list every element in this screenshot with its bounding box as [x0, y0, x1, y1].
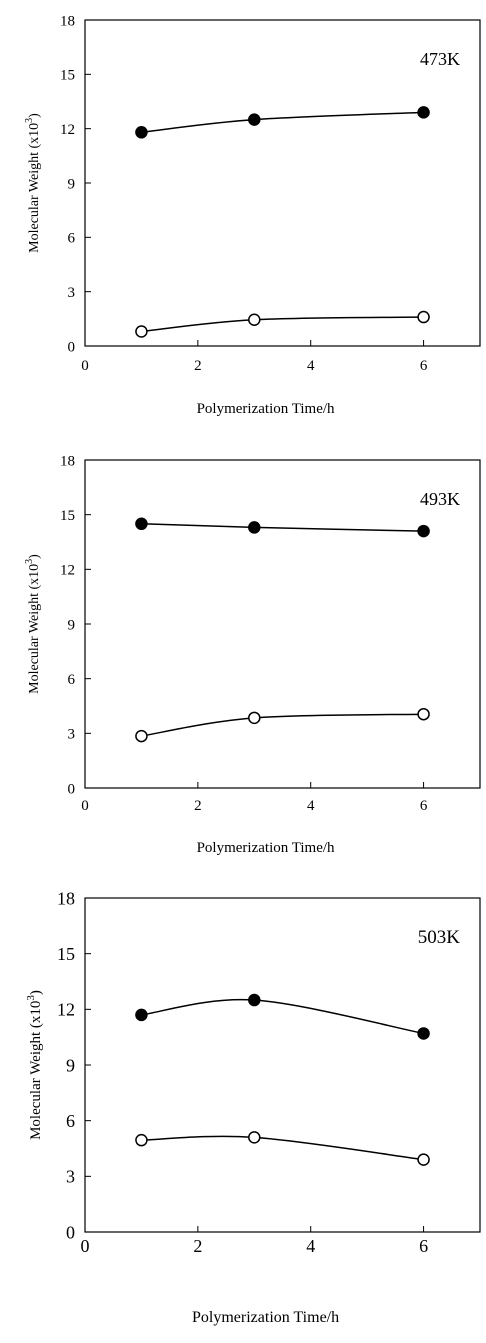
series-line-open: [141, 713, 424, 737]
temperature-annotation: 473K: [420, 49, 460, 69]
x-tick-label: 6: [420, 358, 428, 374]
series-line-filled: [141, 111, 424, 134]
x-tick-label: 2: [193, 1236, 202, 1256]
y-tick-label: 12: [60, 563, 75, 579]
open-data-point: [417, 1153, 430, 1166]
filled-data-point: [248, 993, 261, 1007]
filled-data-point: [135, 1008, 148, 1022]
x-tick-label: 6: [419, 1236, 428, 1256]
filled-data-point: [135, 517, 148, 531]
y-tick-label: 3: [68, 285, 76, 301]
filled-data-point: [248, 521, 261, 534]
chart-svg-1: 0 3 6 9 12 15 18 0 2 4 6 Polymerization Time/h Molec…: [24, 13, 481, 417]
y-axis-label: Molecular Weight (x103): [24, 113, 42, 253]
y-tick-label: 9: [68, 617, 76, 633]
y-tick-label: 18: [60, 13, 75, 29]
chart-panel-2: 0 3 6 9 12 15 18 0 2 4 6 Polymerization Time/h Molec…: [0, 442, 486, 887]
y-tick-label: 6: [66, 1111, 75, 1131]
y-tick-label: 18: [57, 888, 75, 908]
open-data-point: [248, 711, 261, 725]
x-tick-label: 0: [81, 1236, 90, 1256]
y-axis-label: Molecular Weight (x103): [24, 554, 42, 694]
x-tick-label: 2: [194, 798, 202, 814]
x-tick-label: 4: [307, 798, 315, 814]
y-tick-label: 15: [60, 68, 75, 84]
y-axis-label: Molecular Weight (x103): [25, 990, 44, 1140]
x-tick-label: 4: [307, 358, 315, 374]
chart-svg-3: 0 3 6 9 12 15 18 0 2 4 6 Polymerization Time/h Molec…: [25, 888, 481, 1326]
y-tick-label: 0: [68, 781, 76, 797]
y-tick-label: 0: [68, 339, 76, 355]
filled-data-point: [135, 126, 148, 139]
series-line-open: [141, 1135, 424, 1161]
plot-area: [84, 897, 481, 1233]
x-axis-label: Polymerization Time/h: [197, 401, 335, 417]
y-tick-label: 6: [68, 231, 76, 247]
filled-data-point: [417, 1027, 430, 1040]
chart-svg-2: 0 3 6 9 12 15 18 0 2 4 6 Polymerization Time/h Molec…: [24, 453, 481, 856]
y-tick-label: 15: [60, 508, 75, 524]
open-data-point: [248, 313, 261, 326]
open-data-point: [135, 729, 148, 743]
x-tick-label: 6: [420, 798, 428, 814]
temperature-annotation: 493K: [420, 489, 460, 509]
open-data-point: [248, 1131, 261, 1144]
filled-data-point: [417, 524, 430, 538]
y-tick-label: 12: [60, 122, 75, 138]
temperature-annotation: 503K: [418, 927, 461, 948]
series-line-filled: [141, 523, 424, 532]
y-tick-label: 9: [66, 1055, 75, 1075]
filled-data-point: [417, 106, 430, 119]
filled-data-point: [248, 113, 261, 126]
chart-panel-3: 0 3 6 9 12 15 18 0 2 4 6 Polymerization Time/h Molec…: [0, 884, 486, 1338]
y-tick-label: 0: [66, 1222, 75, 1242]
open-data-point: [417, 707, 430, 721]
chart-panel-1: 0 3 6 9 12 15 18 0 2 4 6 Polymerization Time/h Molec…: [0, 0, 486, 445]
open-data-point: [135, 1133, 148, 1147]
y-tick-label: 3: [66, 1167, 75, 1187]
y-tick-label: 15: [57, 944, 75, 964]
y-tick-label: 3: [68, 727, 76, 743]
y-tick-label: 6: [68, 672, 76, 688]
x-axis-label: Polymerization Time/h: [192, 1309, 339, 1326]
series-line-open: [141, 316, 424, 333]
y-tick-label: 18: [60, 453, 75, 469]
y-tick-label: 12: [57, 1000, 75, 1020]
y-tick-label: 9: [68, 176, 76, 192]
open-data-point: [417, 310, 430, 324]
series-line-filled: [141, 998, 424, 1035]
x-tick-label: 0: [81, 358, 89, 374]
x-tick-label: 4: [306, 1236, 315, 1256]
x-axis-label: Polymerization Time/h: [197, 840, 335, 856]
open-data-point: [135, 325, 148, 338]
x-tick-label: 0: [81, 798, 89, 814]
x-tick-label: 2: [194, 358, 202, 374]
